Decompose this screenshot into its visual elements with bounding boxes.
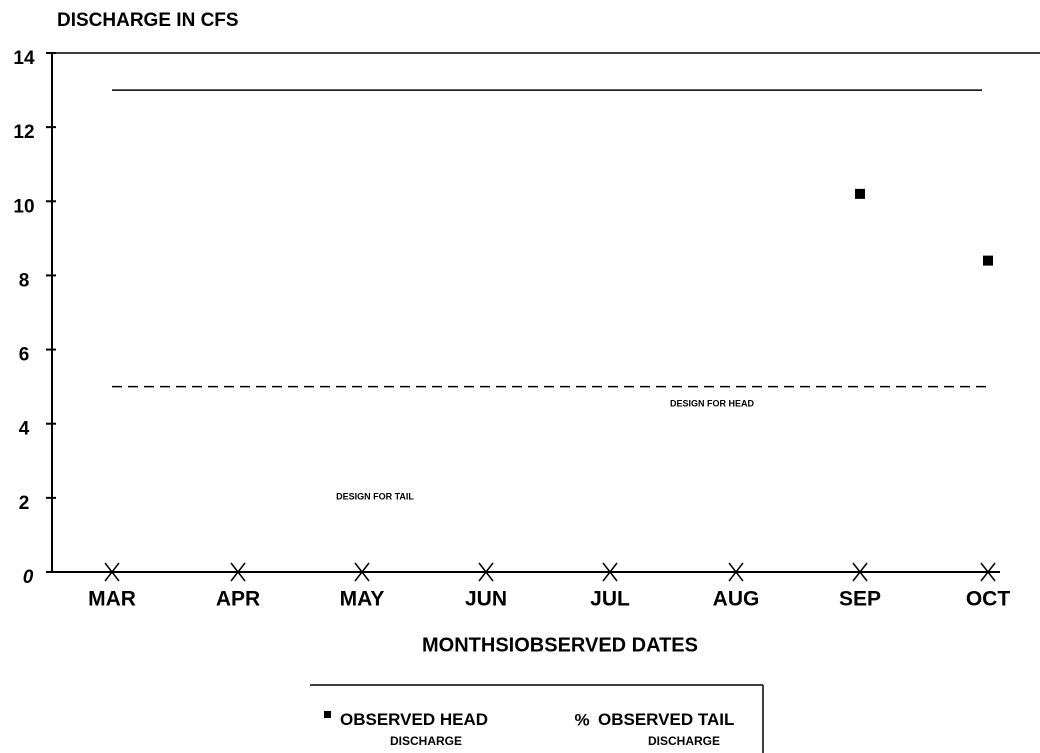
annotation: DESIGN FOR TAIL xyxy=(336,491,414,501)
x-tick-label: AUG xyxy=(713,588,760,611)
legend-item: OBSERVED HEAD DISCHARGE xyxy=(324,710,488,748)
annotation: DESIGN FOR HEAD xyxy=(670,398,755,408)
y-tick-label: 12 xyxy=(13,122,34,143)
data-point xyxy=(476,562,496,582)
x-tick-label: JUN xyxy=(465,588,507,611)
data-point xyxy=(855,188,865,199)
data-point xyxy=(978,562,998,582)
y-tick-label: 14 xyxy=(13,48,35,69)
data-point xyxy=(726,562,746,582)
y-tick-label: 2 xyxy=(19,493,30,514)
legend-label: OBSERVED TAIL DISCHARGE xyxy=(598,710,734,748)
x-tick-label: OCT xyxy=(966,588,1011,611)
data-point xyxy=(983,255,993,266)
chart-title: DISCHARGE IN CFS xyxy=(57,10,239,31)
y-tick-label: 0 xyxy=(23,567,34,588)
x-axis-label: MONTHSIOBSERVED DATES xyxy=(422,634,698,656)
data-point xyxy=(352,562,372,582)
y-tick-label: 4 xyxy=(19,419,30,440)
y-tick-label: 10 xyxy=(13,196,34,217)
y-tick-label: 6 xyxy=(19,345,30,366)
data-point xyxy=(850,562,870,582)
data-point xyxy=(102,562,122,582)
legend-item: % OBSERVED TAIL DISCHARGE xyxy=(574,710,734,748)
data-point xyxy=(228,562,248,582)
legend-marker: % xyxy=(574,710,589,729)
x-tick-label: MAY xyxy=(340,588,385,611)
legend-label: OBSERVED HEAD DISCHARGE xyxy=(340,710,488,748)
x-tick-label: MAR xyxy=(88,588,136,611)
x-tick-label: JUL xyxy=(590,588,630,611)
legend-marker xyxy=(324,711,331,718)
y-tick-label: 8 xyxy=(19,270,30,291)
x-tick-label: SEP xyxy=(839,588,881,611)
x-tick-label: APR xyxy=(216,588,260,611)
data-point xyxy=(600,562,620,582)
